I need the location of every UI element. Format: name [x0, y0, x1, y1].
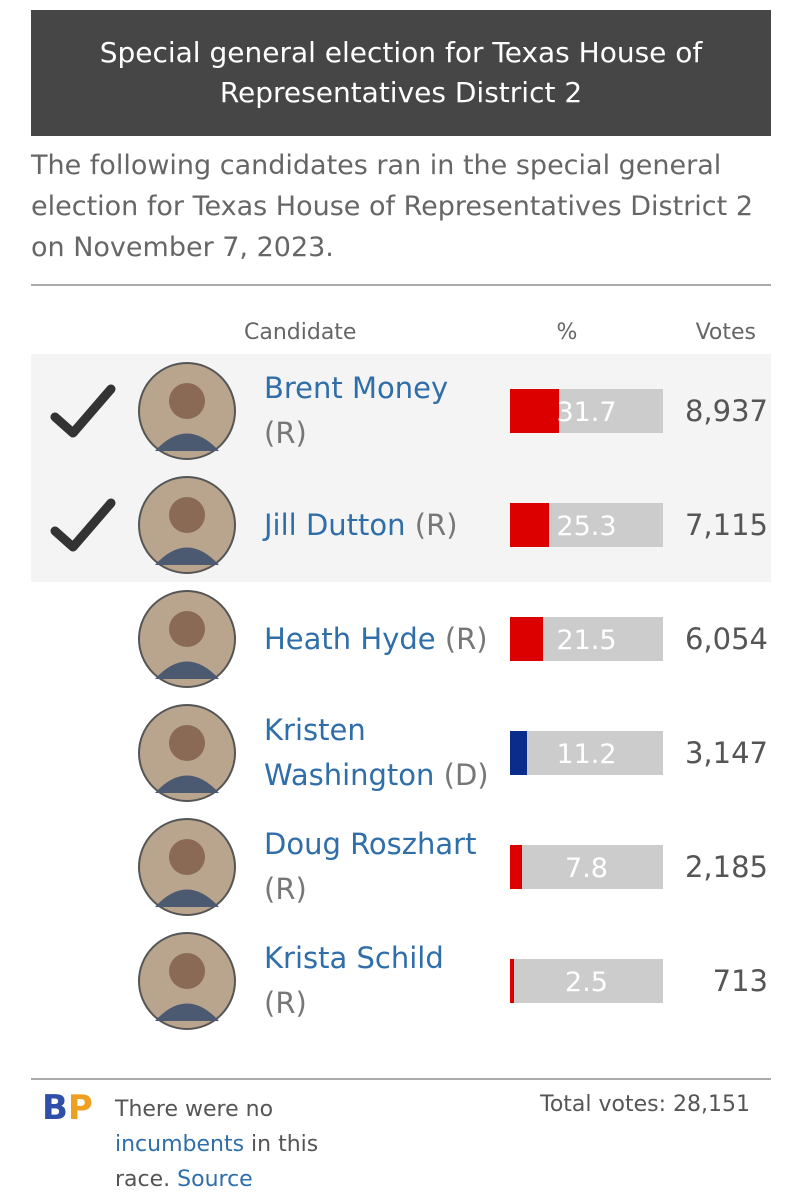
candidate-row: Heath Hyde (R) 21.5 6,054	[31, 582, 771, 696]
logo: BP	[42, 1088, 93, 1128]
percent-bar: 7.8	[510, 845, 663, 889]
check-icon	[49, 723, 119, 783]
photo-head	[169, 839, 205, 875]
results: Brent Money (R) 31.7 8,937 Jill Dutton (R) 2…	[31, 354, 771, 1038]
note: There were no incumbents in this race. S…	[115, 1092, 355, 1197]
title: Special general election for Texas House…	[31, 10, 771, 136]
votes: 7,115	[684, 508, 768, 542]
votes: 3,147	[684, 736, 768, 770]
candidate-photo	[138, 590, 236, 688]
candidate-row: Jill Dutton (R) 25.3 7,115	[31, 468, 771, 582]
check-icon	[49, 609, 119, 669]
candidate-name[interactable]: Krista Schild	[264, 941, 444, 975]
party: (R)	[264, 872, 307, 906]
divider	[31, 1078, 771, 1080]
bar-fill	[510, 959, 514, 1003]
candidate-row: Doug Roszhart (R) 7.8 2,185	[31, 810, 771, 924]
check-icon	[50, 498, 116, 552]
photo-body	[155, 1003, 219, 1021]
logo-letter: B	[42, 1088, 68, 1128]
column-headers: Candidate % Votes	[31, 316, 771, 352]
photo-body	[155, 547, 219, 565]
percent-bar: 31.7	[510, 389, 663, 433]
logo-letter: P	[67, 1088, 93, 1128]
check-mark	[50, 384, 116, 438]
percent-label: 11.2	[556, 739, 617, 770]
candidate-photo	[138, 818, 236, 916]
link[interactable]: Source	[177, 1167, 253, 1192]
candidate: Kristen Washington (D)	[264, 708, 494, 798]
party: (D)	[443, 758, 489, 792]
candidate-row: Kristen Washington (D) 11.2 3,147	[31, 696, 771, 810]
candidate-name[interactable]: Jill Dutton	[264, 507, 406, 542]
column-header: Votes	[695, 320, 756, 345]
bar-fill	[510, 845, 522, 889]
party: (R)	[414, 507, 458, 542]
percent-bar: 11.2	[510, 731, 663, 775]
party: (R)	[264, 416, 307, 450]
candidate-name[interactable]: Brent Money	[264, 371, 449, 405]
votes: 2,185	[684, 850, 768, 884]
text: in this race.	[115, 1132, 319, 1192]
text: There were no	[115, 1097, 274, 1122]
candidate-row: Brent Money (R) 31.7 8,937	[31, 354, 771, 468]
candidate-row: Krista Schild (R) 2.5 713	[31, 924, 771, 1038]
candidate: Krista Schild (R)	[264, 936, 494, 1026]
photo-head	[169, 611, 205, 647]
photo-head	[169, 725, 205, 761]
candidate-photo	[138, 932, 236, 1030]
party: (R)	[444, 621, 488, 656]
photo-head	[169, 383, 205, 419]
bar-fill	[510, 731, 528, 775]
votes: 713	[712, 964, 768, 998]
percent-label: 31.7	[556, 397, 617, 428]
photo-head	[169, 497, 205, 533]
candidate: Heath Hyde (R)	[264, 617, 494, 662]
bar-fill	[510, 389, 559, 433]
check-icon	[50, 384, 116, 438]
candidate-photo	[138, 476, 236, 574]
bar-fill	[510, 503, 549, 547]
photo-head	[169, 953, 205, 989]
candidate: Doug Roszhart (R)	[264, 822, 494, 912]
photo-body	[155, 433, 219, 451]
check-icon	[49, 837, 119, 897]
percent-label: 7.8	[565, 853, 608, 884]
percent-bar: 21.5	[510, 617, 663, 661]
total-votes: Total votes: 28,151	[540, 1092, 750, 1117]
candidate-name[interactable]: Kristen Washington	[264, 713, 435, 792]
percent-bar: 2.5	[510, 959, 663, 1003]
link[interactable]: incumbents	[115, 1132, 245, 1157]
column-header: %	[556, 320, 578, 345]
bar-fill	[510, 617, 543, 661]
candidate-name[interactable]: Heath Hyde	[264, 621, 436, 656]
intro: The following candidates ran in the spec…	[31, 150, 753, 263]
party: (R)	[264, 986, 307, 1020]
photo-body	[155, 775, 219, 793]
check-mark	[50, 498, 116, 552]
candidate: Jill Dutton (R)	[264, 503, 494, 548]
photo-body	[155, 661, 219, 679]
votes: 8,937	[684, 394, 768, 428]
check-icon	[49, 951, 119, 1011]
divider	[31, 284, 771, 286]
percent-bar: 25.3	[510, 503, 663, 547]
candidate: Brent Money (R)	[264, 366, 494, 456]
candidate-photo	[138, 704, 236, 802]
candidate-name[interactable]: Doug Roszhart	[264, 827, 477, 861]
column-header: Candidate	[244, 320, 357, 345]
percent-label: 2.5	[565, 967, 608, 998]
percent-label: 25.3	[556, 511, 617, 542]
votes: 6,054	[684, 622, 768, 656]
candidate-photo	[138, 362, 236, 460]
photo-body	[155, 889, 219, 907]
percent-label: 21.5	[556, 625, 617, 656]
